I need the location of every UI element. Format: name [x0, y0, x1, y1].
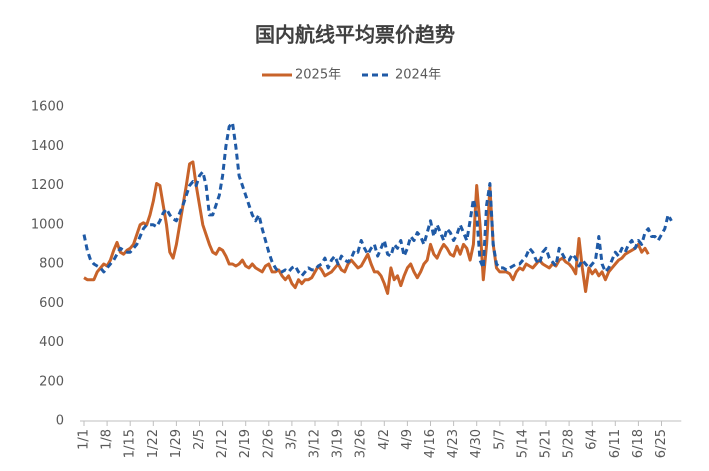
- x-tick-label: 1/8: [100, 429, 115, 450]
- x-tick-label: 6/11: [608, 429, 623, 458]
- x-tick-label: 2/26: [261, 429, 276, 458]
- x-tick-label: 3/19: [331, 429, 346, 458]
- x-tick-label: 5/14: [515, 429, 530, 458]
- y-tick-label: 1600: [31, 100, 64, 115]
- x-tick-label: 4/16: [423, 429, 438, 458]
- x-tick-label: 6/25: [654, 429, 669, 458]
- line-series: [83, 160, 650, 295]
- x-tick-label: 1/1: [77, 429, 92, 450]
- x-tick-label: 2/12: [215, 429, 230, 458]
- x-tick-label: 5/21: [539, 429, 554, 458]
- x-tick-label: 6/4: [585, 429, 600, 450]
- chart-title: 国内航线平均票价趋势: [255, 23, 455, 47]
- x-tick-label: 3/12: [308, 429, 323, 458]
- y-tick-label: 1000: [31, 217, 64, 232]
- y-tick-label: 800: [39, 257, 64, 272]
- y-tick-label: 600: [39, 296, 64, 311]
- x-tick-label: 4/2: [377, 429, 392, 450]
- y-tick-label: 1200: [31, 178, 64, 193]
- line-series: [82, 121, 673, 278]
- y-tick-label: 400: [39, 335, 64, 350]
- y-tick-label: 1400: [31, 139, 64, 154]
- x-tick-label: 4/9: [400, 429, 415, 450]
- x-tick-label: 1/29: [169, 429, 184, 458]
- x-tick-label: 2/5: [192, 429, 207, 450]
- y-tick-label: 200: [39, 374, 64, 389]
- x-tick-label: 4/23: [446, 429, 461, 458]
- x-tick-label: 1/15: [123, 429, 138, 458]
- legend-label: 2024年: [395, 68, 441, 83]
- x-tick-label: 6/18: [631, 429, 646, 458]
- x-tick-label: 4/30: [469, 429, 484, 458]
- x-tick-label: 5/28: [562, 429, 577, 458]
- x-tick-label: 5/7: [492, 429, 507, 450]
- legend-label: 2025年: [295, 68, 341, 83]
- x-tick-label: 3/26: [354, 429, 369, 458]
- x-tick-label: 3/5: [284, 429, 299, 450]
- x-tick-label: 2/19: [238, 429, 253, 458]
- x-tick-label: 1/22: [146, 429, 161, 458]
- y-tick-label: 0: [56, 414, 64, 429]
